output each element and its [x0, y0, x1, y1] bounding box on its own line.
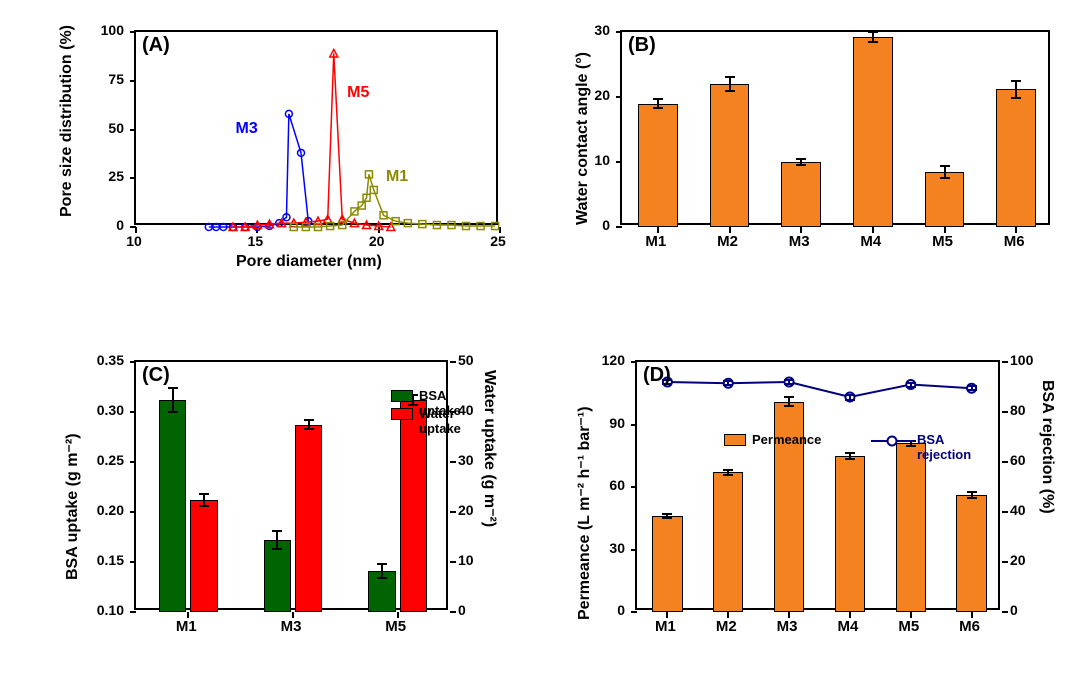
panel-a-tag: (A)	[142, 34, 170, 57]
bar-m1-bsa	[159, 400, 186, 612]
series-label-m3: M3	[235, 120, 257, 138]
tick-label: 75	[108, 71, 124, 87]
tick-label: 30	[458, 452, 474, 468]
panel-d-ylabel-right: BSA rejection (%)	[1038, 380, 1056, 514]
tick-label: M5	[898, 618, 919, 635]
tick-label: 0.30	[97, 402, 124, 418]
tick-label: M1	[645, 233, 666, 250]
bar-m3	[781, 162, 820, 227]
bar-m1-water	[190, 500, 217, 613]
tick-label: 25	[490, 233, 506, 249]
tick-label: 0.15	[97, 552, 124, 568]
panel-a-xlabel: Pore diameter (nm)	[236, 253, 382, 271]
tick-label: 10	[458, 552, 474, 568]
bar-m1	[638, 104, 677, 228]
tick-label: 15	[248, 233, 264, 249]
tick-label: 0	[458, 602, 466, 618]
panel-a-plot: M3 M5 M1	[134, 30, 498, 225]
tick-label: 20	[458, 502, 474, 518]
tick-label: 100	[101, 22, 124, 38]
tick-label: 20	[1010, 552, 1026, 568]
tick-label: 30	[594, 22, 610, 38]
tick-label: 0.20	[97, 502, 124, 518]
panel-d-plot: Permeance BSA rejection	[635, 360, 1000, 610]
tick-label: 50	[458, 352, 474, 368]
panel-b-plot	[620, 30, 1050, 225]
tick-label: M1	[655, 618, 676, 635]
panel-b-ylabel: Water contact angle (°)	[574, 52, 592, 225]
tick-label: M4	[860, 233, 881, 250]
bar-m6	[996, 89, 1035, 227]
panel-d-tag: (D)	[643, 364, 671, 387]
tick-label: 0	[1010, 602, 1018, 618]
tick-label: 40	[458, 402, 474, 418]
tick-label: 10	[594, 152, 610, 168]
bar-m3-bsa	[264, 540, 291, 612]
tick-label: 40	[1010, 502, 1026, 518]
panel-c-tag: (C)	[142, 364, 170, 387]
bar-m2	[713, 472, 743, 612]
tick-label: 120	[602, 352, 625, 368]
tick-label: 0	[602, 217, 610, 233]
panel-c-ylabel-right: Water uptake (g m⁻²)	[480, 370, 500, 527]
series-label-m5: M5	[347, 84, 369, 102]
panel-a-ylabel: Pore size distribution (%)	[58, 25, 76, 217]
tick-label: M2	[716, 618, 737, 635]
tick-label: 0.35	[97, 352, 124, 368]
panel-d: Permeance BSA rejection (D) 0 30 60 90 120 0 20…	[560, 340, 1070, 660]
tick-label: 20	[594, 87, 610, 103]
tick-label: 50	[108, 120, 124, 136]
tick-label: M3	[777, 618, 798, 635]
tick-label: M3	[281, 618, 302, 635]
tick-label: M1	[176, 618, 197, 635]
bar-m1	[652, 516, 682, 612]
tick-label: 30	[609, 540, 625, 556]
legend-permeance: Permeance	[752, 432, 821, 447]
bar-m5	[896, 443, 926, 612]
tick-label: 0.10	[97, 602, 124, 618]
panel-c-plot: BSA uptakeWater uptake	[134, 360, 448, 610]
panel-c: BSA uptakeWater uptake (C) 0.10 0.15 0.20 0…	[48, 340, 508, 660]
series-label-m1: M1	[386, 168, 408, 186]
tick-label: M5	[932, 233, 953, 250]
bar-m4	[835, 456, 865, 612]
tick-label: M6	[959, 618, 980, 635]
tick-label: 25	[108, 168, 124, 184]
panel-b: (B) 0 10 20 30Water contact angle (°) M1 M2 M3…	[560, 10, 1060, 280]
panel-a: M3 M5 M1 (A) 0 25 50 75 100 10 15 20 25 Pore diamet…	[48, 10, 508, 280]
tick-label: M2	[717, 233, 738, 250]
tick-label: 20	[369, 233, 385, 249]
tick-label: 60	[609, 477, 625, 493]
tick-label: M4	[837, 618, 858, 635]
tick-label: 0	[617, 602, 625, 618]
tick-label: 80	[1010, 402, 1026, 418]
panel-d-ylabel-left: Permeance (L m⁻² h⁻¹ bar⁻¹)	[574, 406, 594, 620]
tick-label: 0	[116, 217, 124, 233]
bar-m3-water	[295, 425, 322, 613]
tick-label: 90	[609, 415, 625, 431]
bar-m5	[925, 172, 964, 227]
tick-label: M5	[385, 618, 406, 635]
legend-water: Water uptake	[419, 406, 461, 436]
tick-label: 0.25	[97, 452, 124, 468]
bar-m4	[853, 37, 892, 227]
tick-label: 100	[1010, 352, 1033, 368]
tick-label: M3	[789, 233, 810, 250]
bar-m6	[956, 495, 986, 612]
tick-label: M6	[1004, 233, 1025, 250]
panel-c-ylabel-left: BSA uptake (g m⁻²)	[62, 433, 82, 580]
tick-label: 60	[1010, 452, 1026, 468]
panel-b-tag: (B)	[628, 34, 656, 57]
bar-m2	[710, 84, 749, 227]
tick-label: 10	[126, 233, 142, 249]
legend-bsa-rejection: BSA rejection	[917, 432, 998, 462]
